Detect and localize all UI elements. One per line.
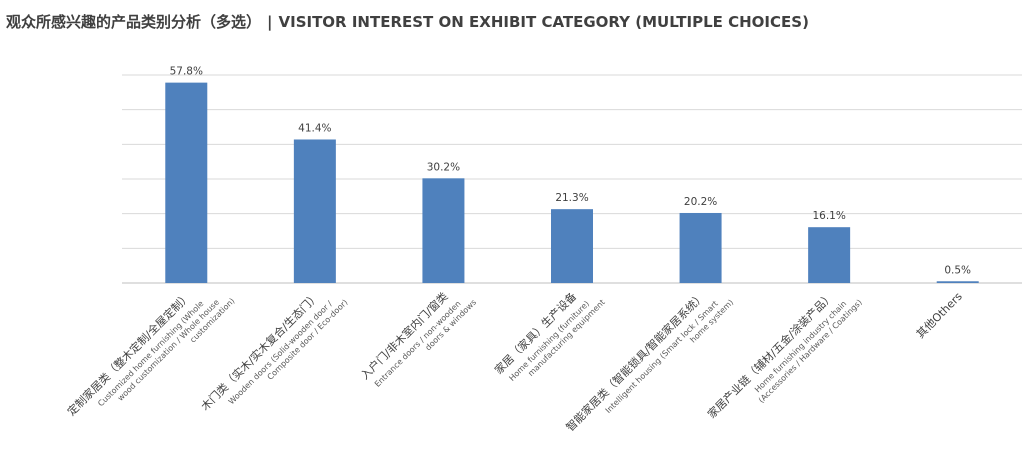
bar-4 (551, 209, 593, 283)
value-label-7: 0.5% (944, 264, 971, 276)
value-label-4: 21.3% (555, 192, 588, 204)
category-label-zh: 其他Others (914, 290, 965, 341)
category-label-1: 定制家居类（整木定制/全屋定制）Customized home furnishi… (64, 289, 236, 418)
category-label-en: Wooden doors (Solid-wooden door / (227, 299, 334, 406)
category-label-en: Intelligent housing (Smart lock / Smart (604, 299, 720, 415)
bar-7 (936, 281, 979, 283)
chart-title: 观众所感兴趣的产品类别分析（多选） | VISITOR INTEREST ON EX… (6, 11, 809, 32)
chart-title-en: VISITOR INTEREST ON EXHIBIT CATEGORY (MU… (278, 13, 809, 31)
value-label-1: 57.8% (170, 66, 203, 78)
category-label-en: Customized home furnishing (Whole (96, 299, 205, 408)
bar-1 (165, 82, 208, 283)
bar-5 (679, 212, 722, 283)
category-label-7: 其他Others (914, 290, 965, 341)
value-label-2: 41.4% (298, 122, 331, 134)
bar-3 (422, 178, 465, 283)
bar-2 (293, 139, 336, 283)
category-label-en: Home furnishing industry chain (753, 299, 848, 394)
value-label-6: 16.1% (812, 210, 845, 222)
chart-title-zh: 观众所感兴趣的产品类别分析（多选） (6, 13, 262, 31)
value-label-3: 30.2% (427, 161, 460, 173)
bar-6 (808, 227, 851, 283)
title-separator: | (267, 13, 273, 31)
value-label-5: 20.2% (684, 196, 717, 208)
category-label-zh: 定制家居类（整木定制/全屋定制） (64, 289, 193, 418)
category-label-2: 木门类（实木/实木复合/生态门）Wooden doors (Solid-wood… (198, 289, 350, 413)
